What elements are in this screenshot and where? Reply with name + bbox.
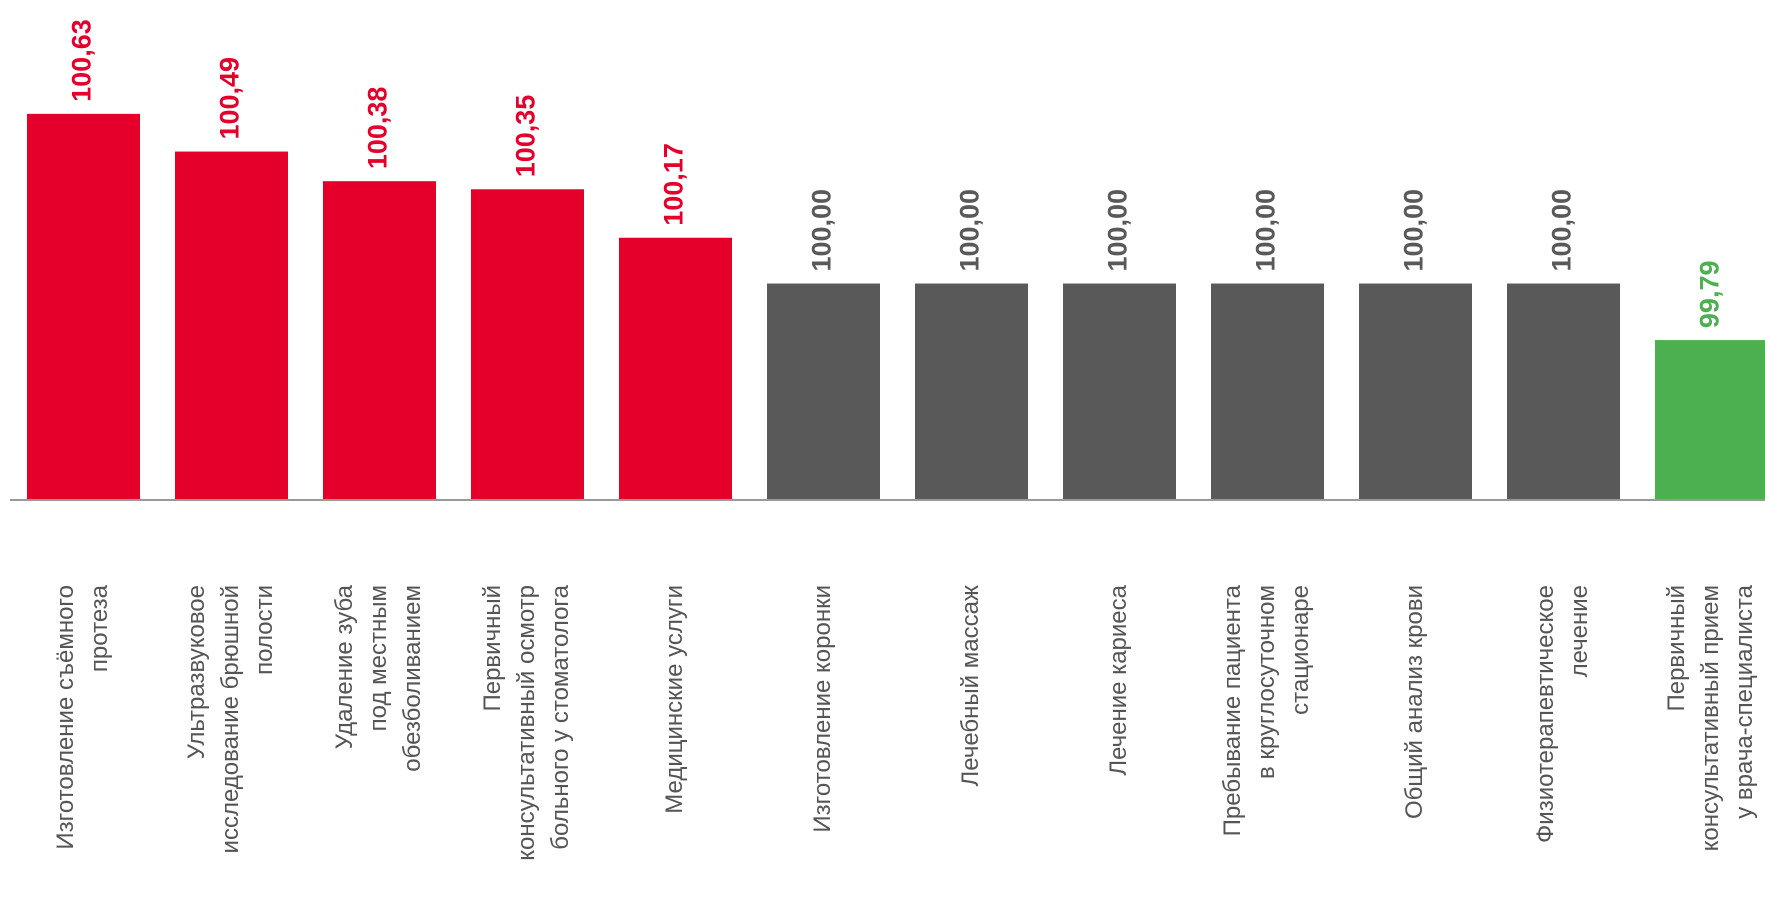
x-tick-label: у врача-специалиста (1731, 584, 1758, 818)
x-tick-label: обезболиванием (399, 585, 426, 772)
x-tick-label: Первичный (1663, 585, 1690, 712)
x-tick-label: Физиотерапевтическое (1532, 585, 1559, 843)
value-label: 100,00 (1103, 189, 1133, 272)
x-tick-label: Изготовление коронки (809, 585, 836, 833)
value-label: 100,17 (659, 143, 689, 226)
x-tick-label: стационаре (1287, 585, 1314, 715)
x-tick-label: протеза (86, 584, 113, 672)
value-label: 100,00 (1399, 189, 1429, 272)
x-tick-label: Первичный (479, 585, 506, 712)
x-tick-label: исследование брюшной (217, 585, 244, 853)
x-tick-label: в круглосуточном (1253, 585, 1280, 779)
value-label: 100,00 (1251, 189, 1281, 272)
chart: 100,63 Изготовление съёмного протеза 100,49… (0, 0, 1765, 898)
x-tick-label: консультативный осмотр (513, 585, 540, 861)
bar (1359, 284, 1472, 499)
x-tick-label: под местным (365, 585, 392, 731)
bar (767, 284, 880, 499)
bar (175, 152, 288, 499)
x-tick-label: Лечение кариеса (1105, 584, 1132, 775)
value-label: 100,38 (363, 87, 393, 170)
x-tick-label: Изготовление съёмного (52, 585, 79, 850)
bar (915, 284, 1028, 499)
value-label: 100,35 (511, 95, 541, 178)
bar (323, 181, 436, 499)
x-tick-label: Удаление зуба (331, 584, 358, 749)
x-tick-label: лечение (1566, 585, 1593, 677)
bar (1507, 284, 1620, 499)
value-label: 100,00 (955, 189, 985, 272)
bar (471, 189, 584, 499)
bar (1063, 284, 1176, 499)
x-tick-label: полости (251, 585, 278, 675)
bar (1655, 340, 1765, 499)
x-tick-label: Ультразвуковое (183, 585, 210, 759)
bar (619, 238, 732, 499)
bar (1211, 284, 1324, 499)
value-label: 100,00 (1547, 189, 1577, 272)
value-label: 100,00 (807, 189, 837, 272)
value-label: 99,79 (1695, 261, 1725, 329)
bar (27, 114, 140, 499)
value-label: 100,63 (67, 19, 97, 102)
x-tick-label: Медицинские услуги (661, 585, 688, 814)
x-tick-label: Пребывание пациента (1219, 584, 1246, 836)
x-tick-label: консультативный прием (1697, 585, 1724, 851)
x-tick-label: Лечебный массаж (957, 585, 984, 786)
value-label: 100,49 (215, 57, 245, 140)
x-tick-label: Общий анализ крови (1401, 585, 1428, 819)
x-tick-label: больного у стоматолога (547, 584, 574, 849)
